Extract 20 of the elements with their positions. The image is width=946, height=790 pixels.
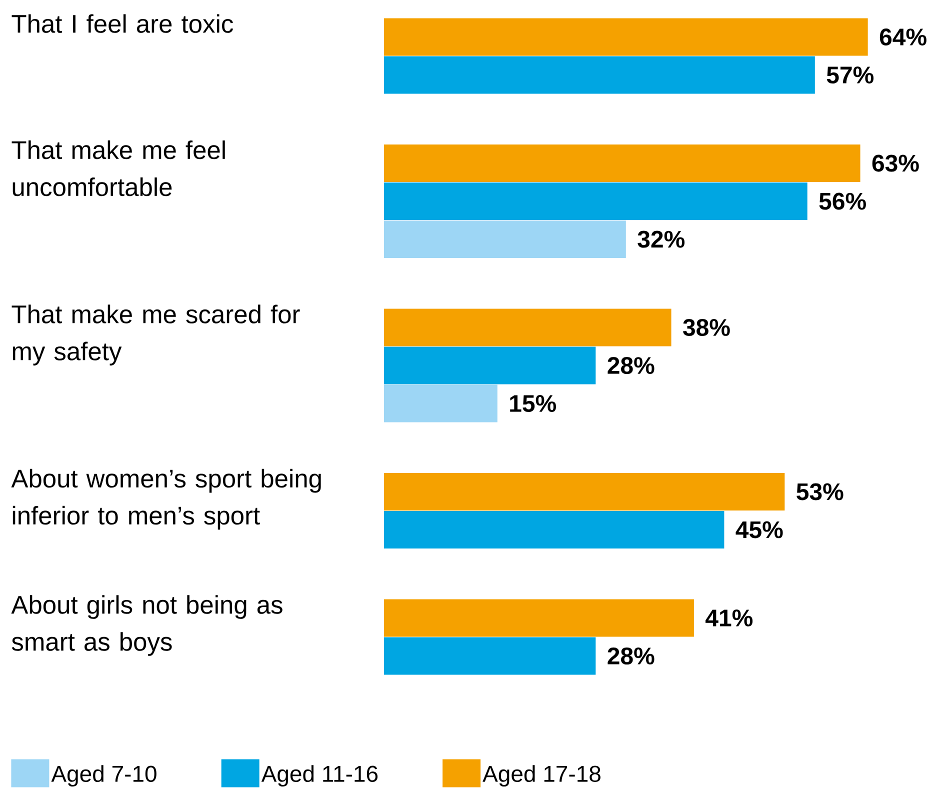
y-tick-label: About girls not being as smart as boys bbox=[11, 595, 282, 656]
data-label: 38% bbox=[683, 318, 730, 336]
data-label: 53% bbox=[796, 483, 844, 500]
y-tick-label: About women’s sport being inferior to men’s sport bbox=[11, 468, 321, 530]
y-tick-label: That make me scared for my safety bbox=[12, 304, 300, 366]
data-label: 64% bbox=[880, 28, 926, 46]
data-label: 32% bbox=[638, 230, 685, 248]
data-label: 45% bbox=[736, 521, 783, 538]
data-label: 63% bbox=[872, 154, 919, 172]
y-tick-label: That make me feel uncomfortable bbox=[12, 140, 225, 196]
data-label: 41% bbox=[706, 610, 753, 626]
legend-label: Aged 17-18 bbox=[482, 765, 600, 787]
data-label: 56% bbox=[819, 192, 866, 210]
data-label: 15% bbox=[510, 395, 556, 412]
data-label: 28% bbox=[608, 647, 654, 664]
legend-label: Aged 7-10 bbox=[51, 765, 156, 787]
legend-label: Aged 11-16 bbox=[261, 765, 378, 787]
data-label: 57% bbox=[826, 66, 874, 84]
y-tick-label: That I feel are toxic bbox=[12, 14, 234, 33]
data-label: 28% bbox=[608, 357, 654, 374]
